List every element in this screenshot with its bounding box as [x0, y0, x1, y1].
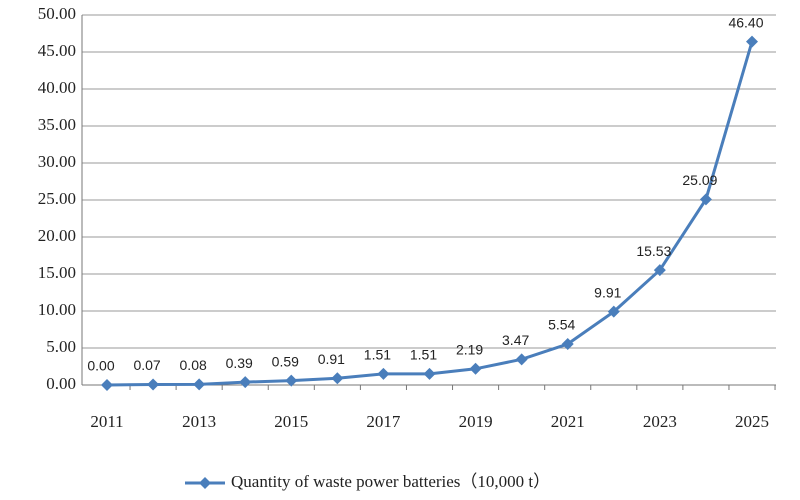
value-label: 0.91: [318, 351, 345, 367]
y-tick-label: 50.00: [38, 4, 76, 23]
point: [193, 378, 206, 391]
series-line: [106, 41, 754, 387]
value-label: 1.51: [410, 347, 437, 363]
legend-marker: [199, 477, 211, 489]
x-tick-label: 2019: [459, 412, 493, 431]
y-tick-label: 30.00: [38, 152, 76, 171]
point: [285, 374, 298, 387]
x-tick-label: 2011: [90, 412, 123, 431]
y-tick-label: 5.00: [46, 337, 76, 356]
x-tick-label: 2013: [182, 412, 216, 431]
point: [469, 362, 482, 375]
value-label: 3.47: [502, 332, 529, 348]
x-tick-label: 2023: [643, 412, 677, 431]
value-label: 25.09: [682, 172, 717, 188]
y-tick-label: 10.00: [38, 300, 76, 319]
point: [653, 264, 666, 277]
value-label: 0.39: [226, 355, 253, 371]
x-tick-label: 2017: [366, 412, 401, 431]
value-label: 1.51: [364, 347, 391, 363]
value-label: 0.59: [272, 353, 299, 369]
value-label: 0.00: [87, 358, 114, 374]
y-tick-label: 40.00: [38, 78, 76, 97]
point: [331, 372, 344, 385]
value-label: 5.54: [548, 317, 575, 333]
value-label: 0.07: [133, 357, 160, 373]
point: [515, 353, 528, 366]
x-tick-label: 2021: [551, 412, 585, 431]
point: [699, 193, 712, 206]
point: [423, 367, 436, 380]
point: [377, 367, 390, 380]
point: [239, 376, 252, 389]
point: [101, 379, 113, 391]
value-label: 0.08: [180, 357, 207, 373]
x-tick-label: 2015: [274, 412, 308, 431]
value-label: 9.91: [594, 284, 621, 300]
y-tick-label: 35.00: [38, 115, 76, 134]
value-label: 15.53: [636, 243, 671, 259]
point: [746, 35, 758, 48]
point: [607, 305, 620, 318]
y-tick-label: 0.00: [46, 374, 76, 393]
point: [561, 338, 574, 351]
value-label: 46.40: [728, 14, 763, 30]
y-tick-label: 25.00: [38, 189, 76, 208]
y-tick-label: 15.00: [38, 263, 76, 282]
x-tick-label: 2025: [735, 412, 769, 431]
legend-label: Quantity of waste power batteries（10,000…: [231, 472, 550, 491]
value-label: 2.19: [456, 341, 483, 357]
y-tick-label: 20.00: [38, 226, 76, 245]
y-tick-label: 45.00: [38, 41, 76, 60]
point: [147, 378, 160, 391]
